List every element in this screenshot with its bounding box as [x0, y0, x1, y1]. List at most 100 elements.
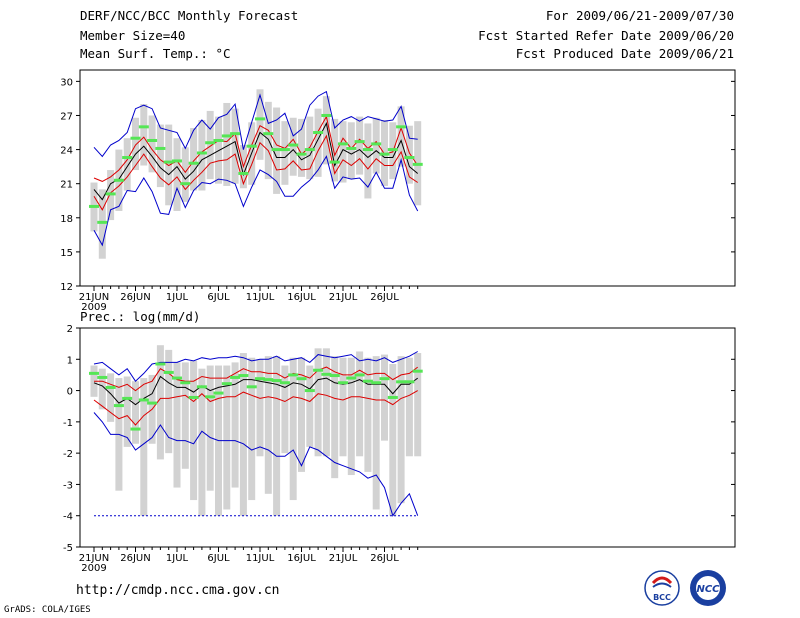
- median-mark: [246, 144, 257, 148]
- range-box: [405, 125, 413, 184]
- median-mark: [105, 385, 116, 389]
- range-box: [148, 115, 156, 173]
- start-date: Fcst Started Refer Date 2009/06/20: [478, 28, 734, 43]
- median-mark: [321, 113, 332, 117]
- median-mark: [346, 376, 357, 380]
- median-mark: [338, 381, 348, 385]
- x-tick-label: 26JUL: [370, 553, 399, 564]
- median-mark: [396, 125, 407, 129]
- y-tick-label: -2: [63, 449, 73, 460]
- median-mark: [122, 156, 133, 160]
- ncc-logo-text: NCC: [696, 584, 720, 595]
- median-mark: [205, 395, 216, 399]
- range-box: [397, 106, 405, 167]
- median-mark: [130, 427, 141, 431]
- range-box: [314, 108, 322, 177]
- range-box: [356, 116, 364, 175]
- median-mark: [97, 375, 108, 379]
- range-box: [339, 121, 347, 183]
- sd-low-line: [93, 134, 418, 211]
- produced-date: Fcst Produced Date 2009/06/21: [515, 46, 734, 61]
- x-tick-label: 16JUL: [287, 553, 316, 564]
- range-box: [231, 362, 239, 488]
- median-mark: [263, 378, 274, 382]
- range-box: [264, 356, 272, 494]
- range-box: [414, 353, 422, 457]
- median-mark: [321, 372, 332, 376]
- x-tick-label: 21JUL: [329, 553, 358, 564]
- x-tick-label: 1JUL: [166, 553, 189, 564]
- median-mark: [172, 159, 182, 163]
- median-mark: [412, 369, 423, 373]
- median-mark: [213, 138, 224, 142]
- range-box: [223, 102, 231, 186]
- range-box: [223, 365, 231, 510]
- median-mark: [387, 395, 398, 399]
- x-tick-label: 11JUL: [246, 553, 275, 564]
- x-tick-label: 1JUL: [166, 292, 189, 303]
- range-box: [98, 368, 106, 410]
- median-mark: [263, 132, 274, 136]
- y-tick-label: 1: [67, 355, 73, 366]
- range-box: [156, 345, 164, 460]
- range-box: [173, 362, 181, 488]
- x-tick-label: 26JUN: [120, 553, 150, 564]
- median-mark: [196, 385, 207, 389]
- median-mark: [246, 385, 257, 389]
- sd-high-line: [93, 115, 419, 182]
- min-line: [93, 155, 419, 247]
- range-box: [298, 357, 305, 472]
- median-mark: [288, 373, 299, 377]
- median-mark: [147, 138, 158, 142]
- x-tick-label: 16JUL: [287, 292, 316, 303]
- range-box: [98, 189, 106, 259]
- median-mark: [122, 396, 133, 400]
- range-box: [372, 117, 380, 174]
- y-tick-label: -3: [63, 480, 73, 491]
- median-mark: [371, 381, 382, 385]
- median-mark: [113, 404, 124, 408]
- y-tick-label: 15: [60, 248, 73, 259]
- median-mark: [230, 375, 241, 379]
- median-mark: [404, 156, 415, 160]
- median-mark: [354, 373, 365, 377]
- median-mark: [362, 379, 373, 383]
- range-box: [206, 365, 214, 491]
- sd-low-line: [93, 390, 418, 426]
- forecast-period: For 2009/06/21-2009/07/30: [545, 8, 734, 23]
- y-tick-label: 0: [67, 387, 73, 398]
- median-mark: [196, 151, 207, 155]
- median-mark: [163, 370, 174, 374]
- median-mark: [379, 377, 390, 381]
- median-mark: [288, 143, 299, 147]
- range-box: [256, 359, 264, 457]
- range-box: [347, 357, 355, 476]
- median-mark: [97, 220, 108, 224]
- range-box: [381, 354, 388, 441]
- range-box: [173, 138, 181, 211]
- median-mark: [163, 160, 174, 164]
- median-mark: [329, 374, 340, 378]
- max-line: [93, 90, 418, 158]
- range-box: [372, 356, 380, 510]
- y-tick-label: 2: [67, 324, 73, 335]
- median-mark: [371, 142, 382, 146]
- median-mark: [221, 382, 232, 386]
- median-mark: [404, 380, 415, 384]
- range-box: [132, 117, 139, 171]
- range-box: [364, 357, 372, 472]
- range-box: [181, 362, 189, 469]
- ensemble-mean-line: [93, 121, 419, 201]
- bcc-logo-text: BCC: [653, 593, 671, 602]
- range-box: [322, 96, 330, 165]
- median-mark: [147, 401, 158, 405]
- range-box: [389, 363, 397, 516]
- footer-url[interactable]: http://cmdp.ncc.cma.gov.cn: [76, 583, 280, 598]
- plot-frame: [79, 69, 736, 287]
- x-tick-label: 6JUL: [207, 292, 230, 303]
- bcc-logo-icon: BCC: [644, 570, 680, 606]
- range-box: [339, 357, 347, 457]
- median-mark: [155, 362, 166, 366]
- y-tick-label: 21: [60, 180, 73, 191]
